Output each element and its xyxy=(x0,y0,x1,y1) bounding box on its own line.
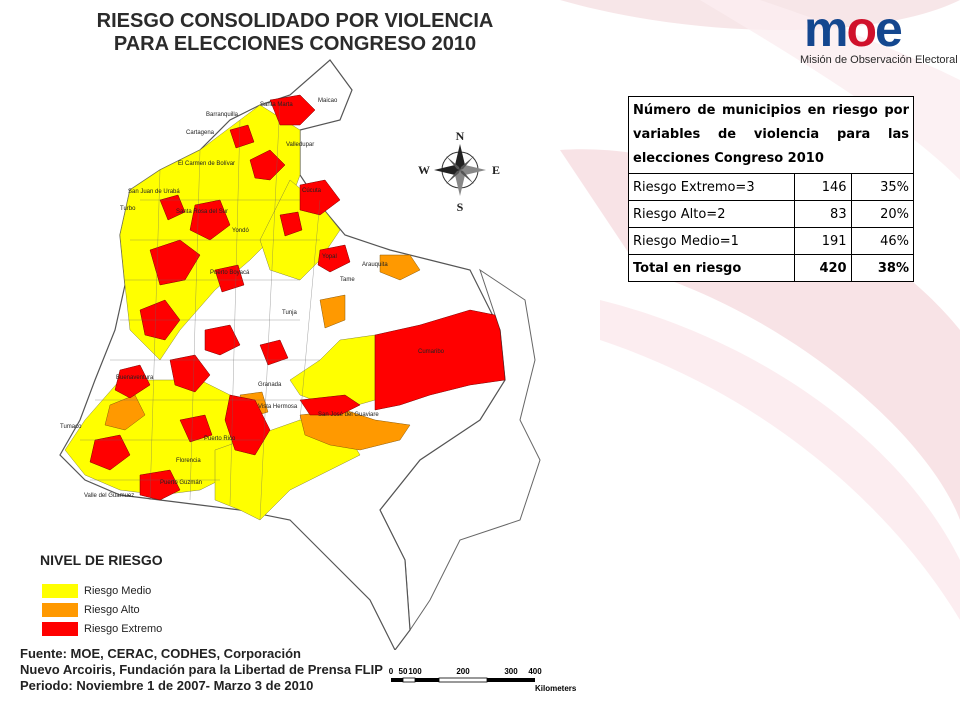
place-label: Cúcuta xyxy=(302,188,322,194)
place-label: Tunja xyxy=(282,310,297,316)
place-label: Santa Rosa del Sur xyxy=(176,209,228,215)
compass-rose: N S E W xyxy=(418,129,500,214)
scale-tick: 200 xyxy=(456,667,470,676)
place-label: Puerto Boyacá xyxy=(210,270,250,276)
logo-wordmark: moe xyxy=(804,0,903,58)
place-label: Maicao xyxy=(318,98,338,104)
compass-west: W xyxy=(418,163,430,177)
place-label: Arauquita xyxy=(362,262,388,268)
scale-segment xyxy=(438,677,488,683)
legend-title: NIVEL DE RIESGO xyxy=(40,552,163,568)
table-row: Riesgo Extremo=3 146 35% xyxy=(627,173,915,201)
scale-unit: Kilometers xyxy=(535,684,577,693)
place-label: Tumaco xyxy=(60,424,82,430)
scale-bar: 0 50 100 200 300 400 Kilometers xyxy=(389,667,577,693)
logo-wordmark-left: m xyxy=(804,1,848,57)
moe-logo: moe Misión de Observación Electoral xyxy=(800,1,960,72)
municipal-borders xyxy=(80,99,321,521)
place-label: El Carmen de Bolívar xyxy=(178,161,235,167)
compass-diagonal-points-icon xyxy=(446,156,474,184)
compass-east: E xyxy=(492,163,500,177)
row-percent: 20% xyxy=(850,200,915,228)
scale-ticks: 0 50 100 200 300 400 xyxy=(389,667,542,676)
row-count: 83 xyxy=(794,200,852,228)
zones-riesgo-extremo xyxy=(89,94,506,501)
place-label: Yopal xyxy=(322,254,337,260)
source-line3: Periodo: Noviembre 1 de 2007- Marzo 3 de… xyxy=(20,678,314,693)
place-label: Valle del Guamuez xyxy=(84,493,134,499)
map-title-line2: PARA ELECCIONES CONGRESO 2010 xyxy=(113,33,477,55)
place-label: Turbo xyxy=(120,206,136,212)
scale-segment xyxy=(415,678,439,682)
row-count: 146 xyxy=(794,173,852,201)
place-label: Florencia xyxy=(176,458,201,464)
source-note: Fuente: MOE, CERAC, CODHES, Corporación … xyxy=(20,646,383,694)
place-label: Cumaribo xyxy=(418,349,445,355)
place-label: Santa Marta xyxy=(260,102,293,108)
compass-north: N xyxy=(456,129,465,143)
source-line1: Fuente: MOE, CERAC, CODHES, Corporación xyxy=(20,646,301,661)
place-label: Buenaventura xyxy=(116,375,154,381)
scale-segment xyxy=(391,678,403,682)
compass-east-point-icon xyxy=(460,165,486,175)
scale-tick: 100 xyxy=(408,667,422,676)
total-count: 420 xyxy=(794,254,852,282)
compass-west-point-icon xyxy=(434,165,460,175)
place-label: Yondó xyxy=(232,228,249,234)
table-header-row: Número de municipios en riesgo por varia… xyxy=(628,96,914,174)
logo-wordmark-o: o xyxy=(846,1,877,57)
table-total-row: Total en riesgo 420 38% xyxy=(627,254,915,282)
place-label: San Juan de Urabá xyxy=(128,189,180,195)
place-labels: Barranquilla Santa Marta Maicao Cartagen… xyxy=(60,98,445,499)
legend-label: Riesgo Alto xyxy=(84,604,140,616)
place-label: Puerto Guzmán xyxy=(160,480,202,486)
place-label: Cartagena xyxy=(186,130,215,136)
table-header: Número de municipios en riesgo por varia… xyxy=(628,96,914,174)
row-count: 191 xyxy=(794,227,852,255)
place-label: San José del Guaviare xyxy=(318,412,379,418)
map-title-line1: RIESGO CONSOLIDADO POR VIOLENCIA xyxy=(96,10,494,32)
scale-segments xyxy=(391,677,535,683)
total-label: Total en riesgo xyxy=(627,254,796,282)
place-label: Vista Hermosa xyxy=(258,404,298,410)
legend-swatch-extremo xyxy=(42,622,78,636)
legend-swatch-alto xyxy=(42,603,78,617)
scale-tick: 0 xyxy=(389,667,394,676)
row-percent: 35% xyxy=(850,173,915,201)
compass-south: S xyxy=(457,200,464,214)
legend-swatch-medio xyxy=(42,584,78,598)
row-percent: 46% xyxy=(850,227,915,255)
legend-label: Riesgo Extremo xyxy=(84,623,163,635)
legend-label: Riesgo Medio xyxy=(84,585,152,597)
table-row: Riesgo Alto=2 83 20% xyxy=(627,200,915,228)
place-label: Tame xyxy=(340,277,355,283)
colombia-risk-map: Barranquilla Santa Marta Maicao Cartagen… xyxy=(59,59,541,650)
source-line2: Nuevo Arcoiris, Fundación para la Libert… xyxy=(20,662,383,677)
place-label: Barranquilla xyxy=(206,112,239,118)
scale-segment xyxy=(487,678,535,682)
scale-tick: 300 xyxy=(504,667,518,676)
scale-tick: 400 xyxy=(528,667,542,676)
place-label: Puerto Rico xyxy=(204,436,236,442)
zones-riesgo-alto xyxy=(104,254,421,451)
row-label: Riesgo Alto=2 xyxy=(627,200,796,228)
logo-wordmark-right: e xyxy=(875,1,903,57)
map-title: RIESGO CONSOLIDADO POR VIOLENCIA PARA EL… xyxy=(60,10,530,56)
compass-north-point-icon xyxy=(455,144,465,170)
scale-tick: 50 xyxy=(399,667,408,676)
row-label: Riesgo Medio=1 xyxy=(627,227,796,255)
place-label: Granada xyxy=(258,382,282,388)
place-label: Valledupar xyxy=(286,142,314,148)
risk-statistics-table: Número de municipios en riesgo por varia… xyxy=(627,96,915,282)
compass-south-point-icon xyxy=(455,170,465,196)
scale-segment xyxy=(402,677,416,683)
row-label: Riesgo Extremo=3 xyxy=(627,173,796,201)
table-row: Riesgo Medio=1 191 46% xyxy=(627,227,915,255)
total-percent: 38% xyxy=(850,254,915,282)
logo-tagline: Misión de Observación Electoral xyxy=(800,54,958,66)
